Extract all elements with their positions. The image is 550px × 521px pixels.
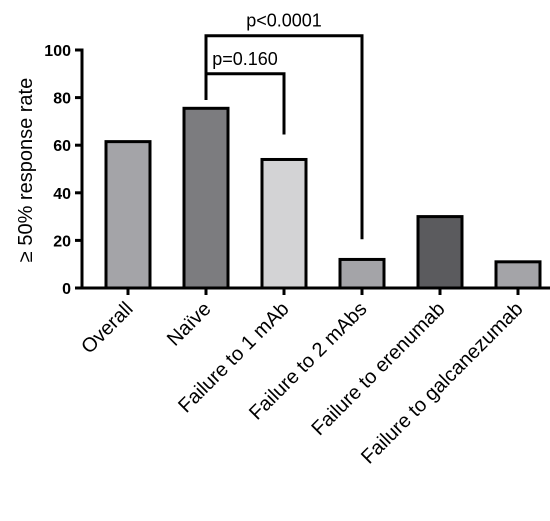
bar-4 <box>416 215 464 290</box>
y-axis-ticks: 0 20 40 60 80 100 <box>44 43 82 298</box>
y-tick-label: 60 <box>53 138 71 155</box>
significance-bracket <box>204 34 364 240</box>
bar-3 <box>338 257 386 290</box>
bar-2 <box>260 157 308 290</box>
bar-0 <box>104 140 152 290</box>
x-category-label: Naïve <box>163 298 216 351</box>
significance-annotations: p<0.0001 p=0.160 <box>204 11 364 240</box>
y-tick-label: 80 <box>53 91 71 108</box>
p-value-label: p<0.0001 <box>246 11 322 31</box>
x-category-label: Overall <box>77 298 137 358</box>
bar-1 <box>182 106 230 290</box>
y-tick-label: 20 <box>53 233 71 250</box>
y-tick-label: 100 <box>44 43 71 60</box>
y-axis-title: ≥ 50% response rate <box>15 78 37 262</box>
x-category-label: Failure to galcanezumab <box>357 298 527 468</box>
bars <box>104 106 542 290</box>
significance-bracket <box>204 72 286 135</box>
p-value-label: p=0.160 <box>212 49 278 69</box>
y-tick-label: 0 <box>62 281 71 298</box>
bar-5 <box>494 260 542 290</box>
axes <box>80 48 550 295</box>
x-category-label: Failure to erenumab <box>307 298 449 440</box>
y-tick-label: 40 <box>53 186 71 203</box>
